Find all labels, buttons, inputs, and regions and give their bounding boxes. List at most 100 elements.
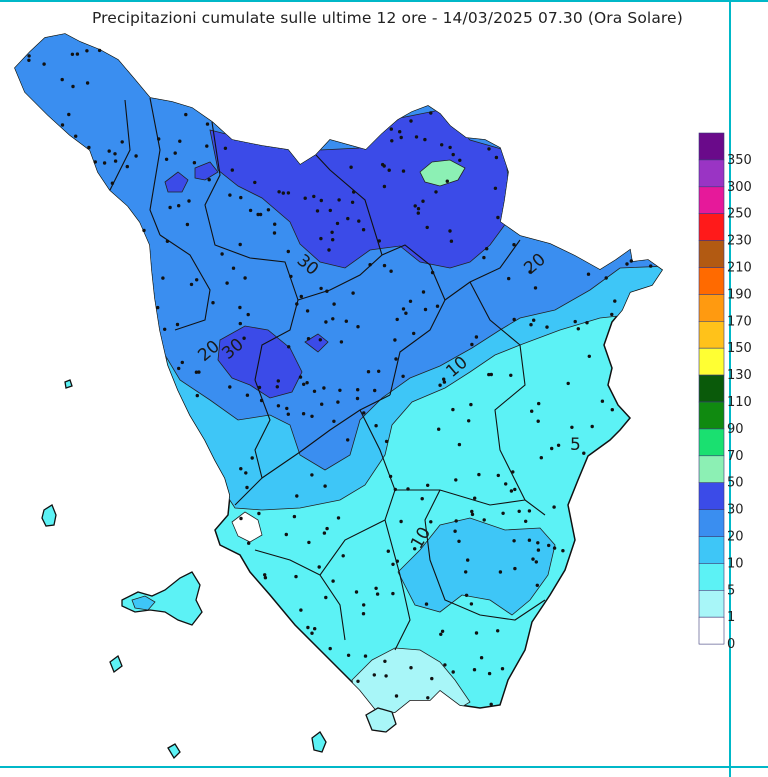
station-dot: [391, 591, 395, 596]
station-dot: [429, 111, 433, 115]
top-frame-line: [0, 0, 768, 2]
station-dot: [42, 62, 46, 66]
station-dot: [27, 58, 31, 62]
station-dot: [398, 130, 402, 134]
station-dot: [332, 419, 336, 423]
station-dot: [496, 215, 500, 220]
station-dot: [389, 269, 393, 273]
station-dot: [426, 483, 430, 487]
legend-label-1: 1: [727, 610, 735, 625]
island-elba: [121, 571, 203, 626]
station-dot: [373, 388, 377, 393]
station-dot: [448, 145, 452, 150]
zone-30-50-nw-1: [164, 171, 189, 193]
station-dot: [366, 370, 371, 374]
station-dot: [416, 207, 421, 211]
station-dot: [389, 127, 393, 131]
station-dot: [318, 338, 322, 342]
legend-label-70: 70: [727, 449, 744, 464]
station-dot: [295, 494, 299, 498]
station-dot: [610, 312, 614, 317]
station-dot: [220, 252, 224, 256]
station-dot: [454, 478, 458, 482]
station-dot: [102, 161, 107, 165]
station-dot: [395, 317, 399, 322]
station-dot: [477, 472, 481, 477]
station-dot: [421, 290, 426, 294]
station-dot: [205, 122, 210, 126]
station-dot: [420, 497, 424, 501]
legend-swatch-20: [698, 509, 725, 537]
legend-label-300: 300: [727, 180, 752, 195]
station-dot: [416, 211, 420, 215]
station-dot: [257, 385, 262, 390]
legend-label-20: 20: [727, 530, 744, 545]
station-dot: [412, 331, 416, 336]
station-dot: [354, 590, 359, 594]
station-dot: [531, 557, 535, 561]
station-dot: [185, 222, 190, 227]
station-dot: [426, 696, 430, 700]
station-dot: [406, 487, 410, 491]
station-dot: [230, 168, 234, 172]
station-dot: [528, 270, 532, 274]
station-dot: [395, 559, 399, 563]
legend-swatch-10: [698, 536, 725, 564]
station-dot: [382, 184, 387, 189]
legend-swatch-350: [698, 132, 725, 161]
station-dot: [120, 140, 124, 144]
station-dot: [438, 383, 442, 387]
station-dot: [336, 400, 340, 404]
station-dot: [276, 379, 280, 383]
station-dot: [246, 312, 250, 317]
legend-swatch-1: [698, 589, 725, 618]
station-dot: [346, 653, 351, 657]
station-dot: [164, 157, 169, 161]
station-dot: [445, 179, 449, 183]
station-dot: [625, 262, 629, 266]
station-dot: [493, 186, 498, 190]
station-dot: [323, 484, 327, 488]
station-dot: [70, 52, 75, 56]
legend-label-150: 150: [727, 341, 752, 356]
station-dot: [363, 654, 368, 658]
station-dot: [429, 520, 433, 524]
station-dot: [387, 168, 391, 172]
station-dot: [187, 199, 191, 203]
station-dot: [242, 336, 246, 340]
station-dot: [177, 366, 181, 371]
station-dot: [613, 299, 617, 303]
legend-swatch-150: [698, 320, 725, 349]
station-dot: [408, 299, 413, 303]
station-dot: [550, 446, 554, 451]
station-dot: [331, 317, 335, 321]
station-dot: [319, 236, 323, 241]
island-elba-inner: [131, 595, 156, 611]
station-dot: [306, 337, 311, 341]
station-dot: [537, 401, 541, 406]
station-dot: [496, 629, 500, 633]
station-dot: [71, 84, 75, 89]
station-dot: [534, 560, 538, 564]
station-dot: [192, 161, 197, 165]
station-dot: [474, 335, 479, 339]
station-dot: [228, 193, 232, 197]
zone-30-50-west: [217, 325, 303, 399]
station-dot: [161, 276, 165, 280]
station-dot: [532, 318, 536, 322]
station-dot: [352, 190, 356, 194]
station-dot: [507, 276, 511, 281]
station-dot: [350, 200, 355, 204]
station-dot: [324, 595, 328, 600]
station-dot: [299, 608, 303, 612]
station-dot: [437, 427, 441, 431]
station-dot: [409, 119, 413, 123]
station-dot: [409, 666, 413, 670]
station-dot: [184, 112, 188, 117]
station-dot: [472, 668, 477, 672]
station-dot: [487, 147, 491, 151]
station-dot: [244, 471, 248, 475]
station-dot: [451, 670, 455, 674]
station-dot: [517, 509, 521, 513]
station-dot: [586, 272, 591, 276]
